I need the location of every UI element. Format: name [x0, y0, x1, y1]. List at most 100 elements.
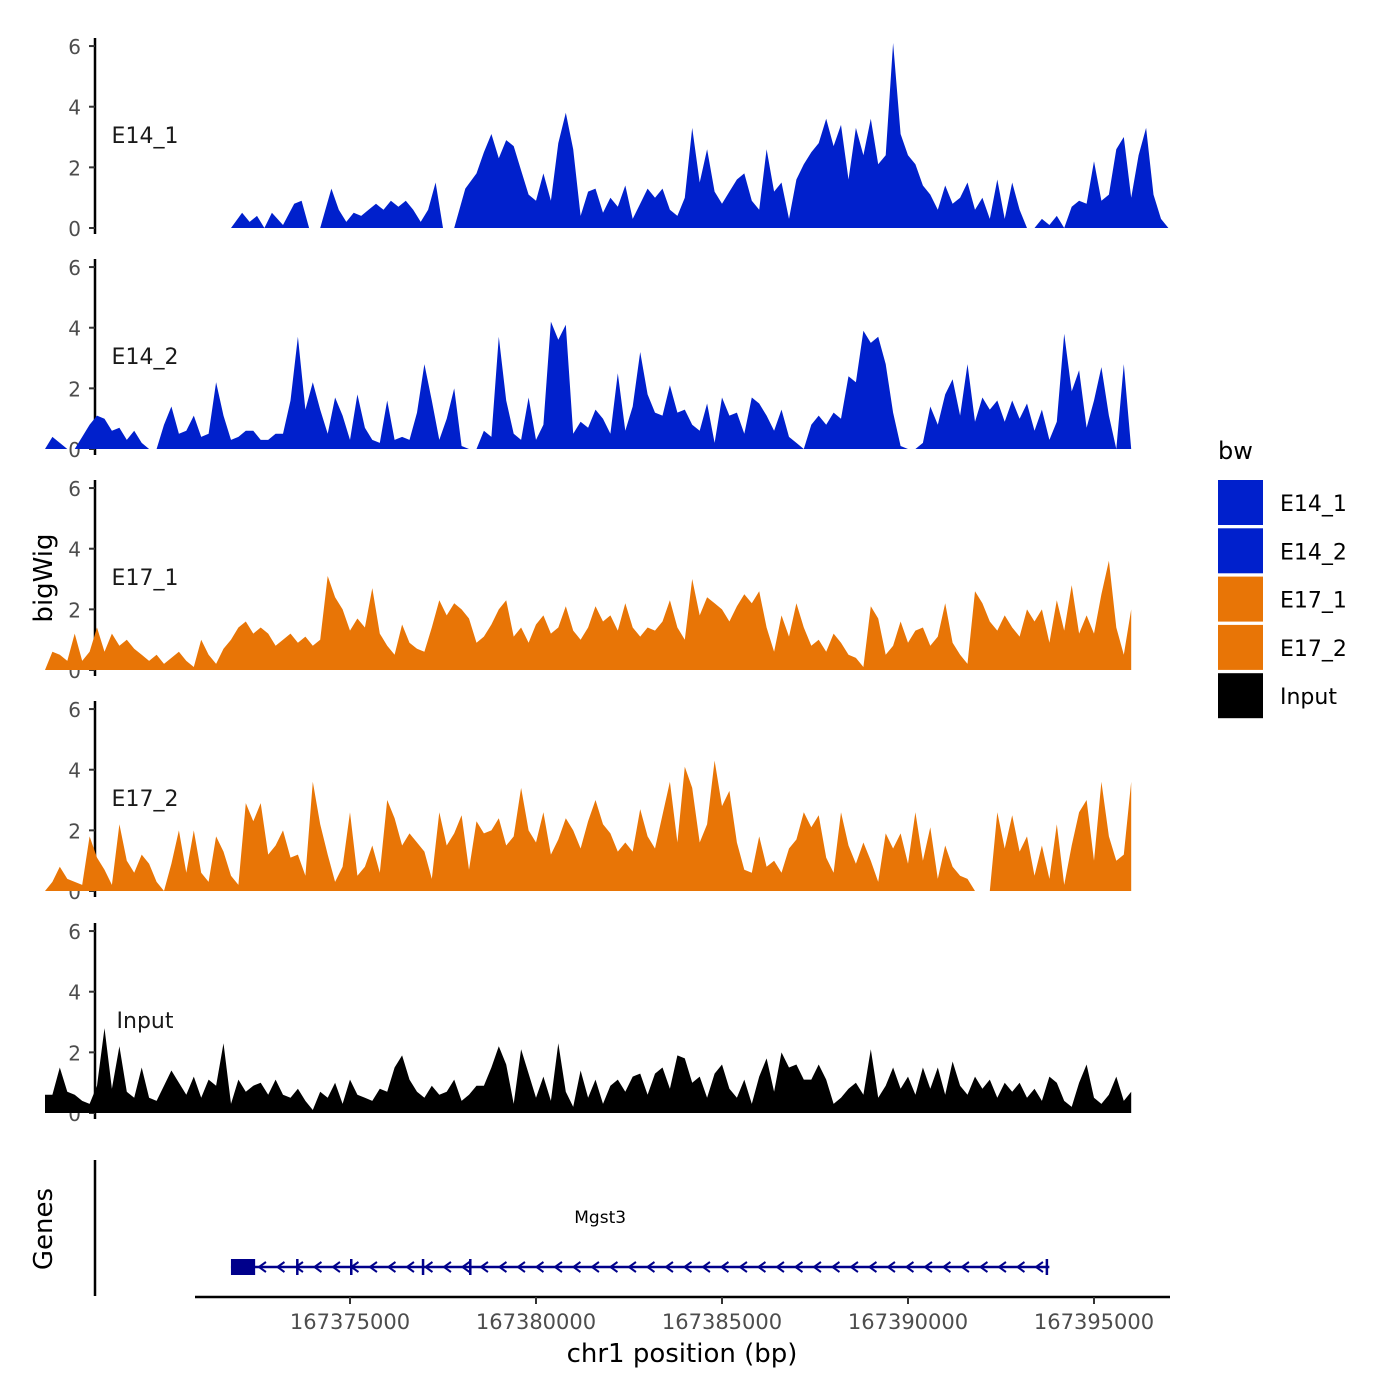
track-e14_1: 0 2 4 6 E14_1: [68, 35, 1169, 241]
y-tick-label: 0: [68, 438, 81, 462]
strand-arrow: [571, 1261, 582, 1273]
legend-entry: E17_2: [1218, 624, 1347, 670]
y-tick-label: 2: [68, 156, 81, 180]
strand-arrow: [460, 1261, 471, 1273]
y-tick-label: 2: [68, 598, 81, 622]
strand-arrow: [701, 1261, 711, 1273]
legend-label: E14_2: [1280, 540, 1347, 565]
y-tick-label: 6: [68, 256, 81, 280]
y-tick-label: 4: [68, 538, 81, 562]
strand-arrow: [368, 1261, 378, 1273]
x-axis-title: chr1 position (bp): [567, 1339, 798, 1369]
strand-arrow: [923, 1261, 933, 1273]
y-tick-label: 6: [68, 477, 81, 501]
y-tick-label: 6: [68, 35, 81, 59]
genes-track-label: Genes: [29, 1188, 59, 1270]
strand-arrow: [1015, 1261, 1026, 1273]
strand-arrow: [627, 1261, 637, 1273]
coverage-area: [231, 43, 1169, 228]
strand-arrow: [275, 1261, 286, 1273]
legend-title: bw: [1218, 437, 1253, 465]
strand-arrow: [775, 1261, 785, 1273]
strand-arrow: [941, 1261, 952, 1273]
y-tick-label: 0: [68, 217, 81, 241]
strand-arrow: [682, 1261, 693, 1273]
gene-mgst3: Mgst3: [230, 1208, 1050, 1275]
coverage-area: [45, 1028, 1132, 1113]
coverage-area: [45, 560, 1132, 670]
exon: [1045, 1259, 1049, 1275]
x-axis: 167375000 167380000 167385000 167390000 1673…: [195, 1295, 1170, 1369]
legend-entry: E14_2: [1218, 528, 1347, 574]
strand-arrow: [312, 1261, 323, 1273]
coverage-area: [45, 321, 1132, 449]
exon: [350, 1259, 353, 1275]
x-tick-label: 167390000: [848, 1310, 968, 1334]
strand-arrow: [719, 1261, 730, 1273]
strand-arrow: [590, 1261, 600, 1273]
x-axis-ticks: 167375000 167380000 167385000 167390000 1673…: [290, 1297, 1154, 1334]
legend-swatch: [1218, 673, 1263, 719]
legend-swatch: [1218, 528, 1263, 574]
strand-arrow: [405, 1261, 415, 1273]
track-panels: 0246E14_10246E14_20246E17_10246E17_20246…: [45, 35, 1169, 1126]
gene-models: Mgst3: [230, 1208, 1050, 1275]
legend-swatch: [1218, 480, 1263, 525]
track-e14_2: 0 2 4 6 E14_2: [45, 256, 1132, 462]
track-label: Input: [117, 1009, 174, 1034]
strand-arrow: [516, 1261, 526, 1273]
strand-arrow: [867, 1261, 878, 1273]
legend-entries: E14_1 E14_2 E17_1 E17_2 Input: [1218, 480, 1347, 719]
track-label: E17_1: [112, 566, 179, 591]
legend-entry: Input: [1218, 673, 1337, 719]
strand-arrow: [645, 1261, 656, 1273]
strand-arrow: [886, 1261, 896, 1273]
strand-arrow: [738, 1261, 748, 1273]
strand-arrow: [331, 1261, 341, 1273]
strand-arrow: [553, 1261, 563, 1273]
legend-label: E17_2: [1280, 637, 1347, 662]
y-axis-title: bigWig: [29, 533, 59, 622]
y-tick-label: 4: [68, 317, 81, 341]
legend-swatch: [1218, 576, 1263, 622]
coverage-area: [45, 760, 1132, 891]
strand-arrow: [960, 1261, 970, 1273]
strand-arrow: [386, 1261, 397, 1273]
strand-arrow: [442, 1261, 452, 1273]
strand-arrow: [793, 1261, 804, 1273]
exon: [421, 1259, 425, 1275]
legend-label: E17_1: [1280, 589, 1347, 614]
strand-arrow: [423, 1261, 434, 1273]
track-label: E17_2: [112, 787, 179, 812]
strand-arrow: [534, 1261, 545, 1273]
strand-arrow: [497, 1261, 508, 1273]
legend-entry: E14_1: [1218, 480, 1347, 525]
track-label: E14_1: [112, 124, 179, 149]
y-tick-label: 4: [68, 981, 81, 1005]
legend-entry: E17_1: [1218, 576, 1347, 622]
legend: bw E14_1 E14_2 E17_1 E17_2 Input: [1218, 437, 1347, 719]
strand-arrow: [257, 1261, 267, 1273]
x-tick-label: 167385000: [662, 1310, 782, 1334]
y-tick-label: 6: [68, 920, 81, 944]
legend-label: Input: [1280, 685, 1337, 710]
strand-arrow: [904, 1261, 915, 1273]
track-label: E14_2: [112, 345, 179, 370]
exon: [296, 1259, 299, 1275]
strand-arrow: [1034, 1261, 1044, 1273]
y-tick-label: 2: [68, 377, 81, 401]
strand-arrow: [978, 1261, 989, 1273]
strand-arrow: [830, 1261, 841, 1273]
strand-arrow: [812, 1261, 822, 1273]
strand-arrow: [756, 1261, 767, 1273]
strand-arrow: [664, 1261, 674, 1273]
strand-arrow: [294, 1261, 304, 1273]
x-tick-label: 167395000: [1034, 1310, 1154, 1334]
genes-track: Genes Mgst3: [29, 1160, 1050, 1296]
y-tick-label: 4: [68, 759, 81, 783]
strand-arrow: [997, 1261, 1007, 1273]
